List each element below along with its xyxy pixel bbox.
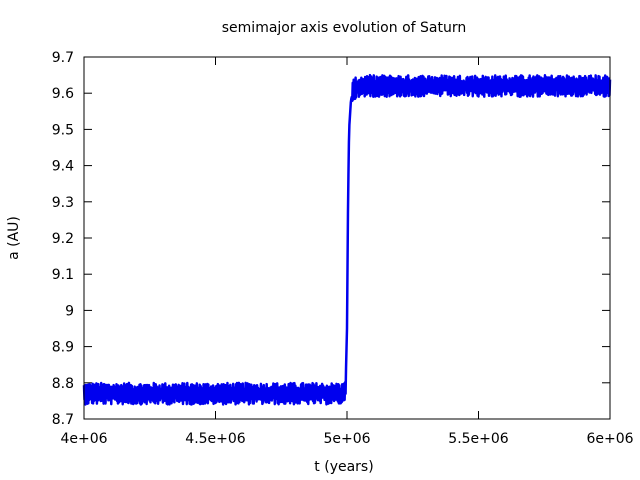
y-tick-label: 9.2: [52, 231, 74, 247]
y-axis-ticks: 8.7 8.8 8.9 9 9.1 9.2 9.3 9.4 9.5 9.6 9.7: [52, 50, 610, 428]
y-tick-label: 9.6: [52, 86, 74, 102]
x-tick-label: 5e+06: [323, 431, 370, 447]
y-tick-label: 9.3: [52, 195, 74, 211]
y-tick-label: 8.8: [52, 376, 74, 392]
y-tick-label: 9.1: [52, 267, 74, 283]
y-tick-label: 8.7: [52, 412, 74, 428]
y-tick-label: 9.5: [52, 122, 74, 138]
y-tick-label: 9: [65, 303, 74, 319]
plot-area-frame: [83, 56, 611, 420]
x-tick-label: 4.5e+06: [185, 431, 246, 447]
chart-title: semimajor axis evolution of Saturn: [222, 20, 466, 36]
x-axis-ticks: 4e+06 4.5e+06 5e+06 5.5e+06 6e+06: [60, 57, 634, 447]
x-axis-label: t (years): [314, 459, 373, 475]
x-tick-label: 4e+06: [60, 431, 107, 447]
y-tick-label: 9.4: [52, 159, 74, 175]
x-tick-label: 6e+06: [586, 431, 633, 447]
y-tick-label: 8.9: [52, 340, 74, 356]
series-line: [82, 73, 612, 406]
x-tick-label: 5.5e+06: [448, 431, 509, 447]
series-layer: [82, 73, 612, 406]
y-axis-label: a (AU): [6, 216, 22, 260]
y-tick-label: 9.7: [52, 50, 74, 66]
